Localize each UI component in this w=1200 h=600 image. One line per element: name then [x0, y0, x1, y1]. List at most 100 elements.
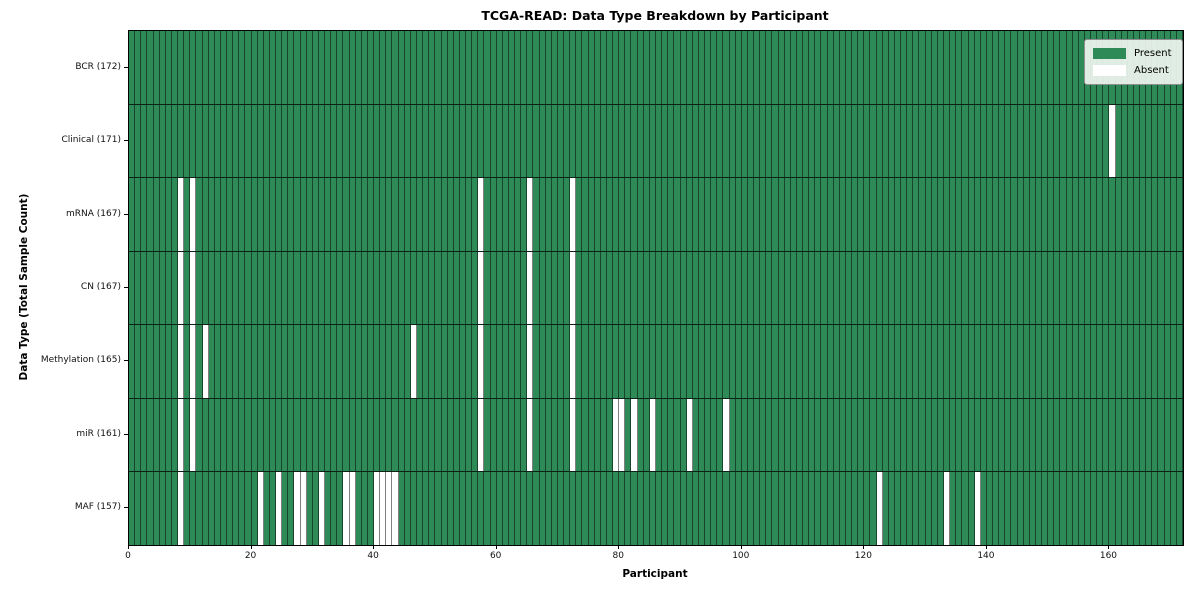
- heatmap-cell: [380, 178, 387, 251]
- heatmap-cell: [692, 398, 699, 472]
- heatmap-cell: [441, 251, 448, 325]
- heatmap-cell: [300, 104, 307, 178]
- heatmap-cell: [527, 325, 534, 398]
- heatmap-cell: [944, 178, 951, 251]
- heatmap-cell: [1091, 251, 1098, 325]
- heatmap-cell: [251, 104, 258, 178]
- heatmap-cell: [1042, 325, 1049, 398]
- heatmap-cell: [637, 178, 644, 251]
- heatmap-cell: [141, 104, 148, 178]
- heatmap-cell: [331, 178, 338, 251]
- heatmap-cell: [564, 178, 571, 251]
- heatmap-cell: [288, 31, 295, 104]
- heatmap-cell: [747, 178, 755, 251]
- heatmap-cell: [937, 104, 944, 178]
- heatmap-cell: [386, 251, 393, 325]
- heatmap-cell: [1164, 104, 1171, 178]
- heatmap-cell: [312, 472, 319, 546]
- heatmap-cell: [1029, 325, 1036, 398]
- heatmap-cell: [404, 104, 411, 178]
- heatmap-cell: [698, 472, 706, 546]
- x-tick-mark: [250, 545, 252, 549]
- heatmap-cell: [521, 251, 528, 325]
- heatmap-cell: [962, 251, 969, 325]
- heatmap-cell: [355, 178, 362, 251]
- heatmap-cell: [735, 398, 742, 472]
- heatmap-cell: [171, 472, 179, 546]
- heatmap-cell: [950, 398, 957, 472]
- heatmap-cell: [196, 104, 203, 178]
- heatmap-cell: [986, 31, 994, 104]
- heatmap-cell: [190, 178, 197, 251]
- heatmap-cell: [576, 251, 583, 325]
- heatmap-cell: [300, 325, 307, 398]
- heatmap-cell: [852, 325, 859, 398]
- heatmap-cell: [741, 398, 748, 472]
- heatmap-cell: [619, 398, 626, 472]
- heatmap-cell: [662, 251, 669, 325]
- heatmap-cell: [331, 251, 338, 325]
- heatmap-cell: [208, 398, 215, 472]
- heatmap-cell: [809, 325, 816, 398]
- heatmap-cell: [233, 104, 240, 178]
- heatmap-cell: [993, 325, 1000, 398]
- heatmap-cell: [1060, 178, 1067, 251]
- heatmap-cell: [276, 31, 283, 104]
- heatmap-cell: [269, 178, 277, 251]
- heatmap-cell: [766, 472, 773, 546]
- heatmap-cell: [165, 472, 172, 546]
- heatmap-cell: [772, 31, 779, 104]
- heatmap-cell: [845, 104, 853, 178]
- heatmap-cell: [331, 398, 338, 472]
- heatmap-cell: [980, 325, 987, 398]
- heatmap-cell: [564, 398, 571, 472]
- heatmap-cell: [1176, 398, 1183, 472]
- heatmap-cell: [839, 31, 846, 104]
- heatmap-cell: [429, 325, 436, 398]
- heatmap-cell: [888, 178, 895, 251]
- heatmap-cell: [1078, 178, 1085, 251]
- heatmap-cell: [429, 398, 436, 472]
- heatmap-cell: [1121, 325, 1128, 398]
- heatmap-cell: [306, 104, 313, 178]
- x-tick-mark: [1108, 545, 1110, 549]
- heatmap-cell: [986, 104, 994, 178]
- heatmap-cell: [993, 31, 1000, 104]
- heatmap-cell: [545, 398, 552, 472]
- heatmap-cell: [729, 104, 736, 178]
- heatmap-cell: [447, 178, 454, 251]
- heatmap-cell: [631, 325, 638, 398]
- heatmap-cell: [447, 31, 454, 104]
- heatmap-cell: [1005, 31, 1012, 104]
- heatmap-cell: [570, 472, 577, 546]
- heatmap-cell: [1054, 31, 1061, 104]
- heatmap-cell: [282, 104, 289, 178]
- heatmap-cell: [1127, 178, 1134, 251]
- heatmap-cell: [1158, 325, 1165, 398]
- heatmap-cell: [551, 31, 558, 104]
- heatmap-cell: [600, 31, 607, 104]
- heatmap-cell: [1103, 104, 1110, 178]
- heatmap-cell: [533, 325, 540, 398]
- heatmap-cell: [178, 104, 185, 178]
- heatmap-cell: [686, 31, 693, 104]
- heatmap-cell: [178, 31, 185, 104]
- heatmap-cell: [153, 104, 160, 178]
- heatmap-cell: [208, 472, 215, 546]
- heatmap-cell: [809, 104, 816, 178]
- heatmap-cell: [521, 325, 528, 398]
- heatmap-cell: [1097, 325, 1104, 398]
- heatmap-cell: [760, 325, 767, 398]
- heatmap-cell: [1158, 178, 1165, 251]
- heatmap-cell: [1103, 178, 1110, 251]
- x-tick-mark: [740, 545, 742, 549]
- heatmap-cell: [386, 31, 393, 104]
- heatmap-cell: [220, 104, 228, 178]
- heatmap-cell: [735, 104, 742, 178]
- heatmap-cell: [907, 31, 914, 104]
- heatmap-cell: [171, 251, 179, 325]
- heatmap-cell: [478, 398, 485, 472]
- heatmap-cell: [404, 31, 411, 104]
- heatmap-cell: [227, 325, 234, 398]
- heatmap-cell: [380, 31, 387, 104]
